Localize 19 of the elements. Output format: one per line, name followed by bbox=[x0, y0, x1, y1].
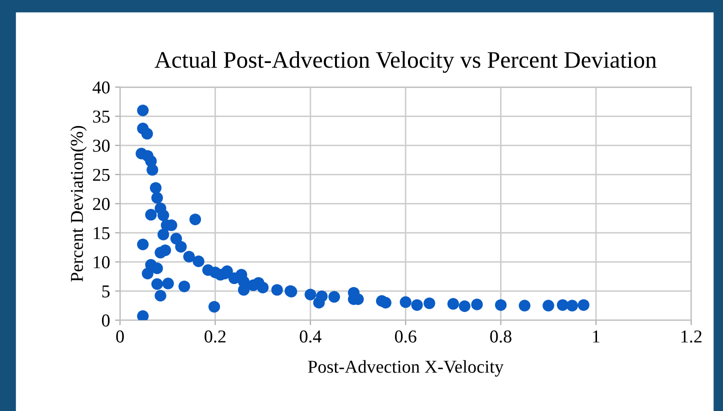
y-tick-label: 10 bbox=[94, 256, 110, 268]
x-tick-label: 1.2 bbox=[681, 330, 702, 343]
x-tick-label: 0.2 bbox=[204, 330, 226, 343]
y-tick-label: 35 bbox=[93, 110, 110, 123]
x-axis-title: Post-Advection X-Velocity bbox=[308, 360, 504, 377]
y-tick-label: 5 bbox=[102, 285, 110, 298]
x-tick-label: 1 bbox=[593, 330, 600, 342]
y-tick-label: 15 bbox=[94, 227, 110, 240]
y-axis-title: Percent Deviation(%) bbox=[70, 126, 87, 282]
y-tick-label: 25 bbox=[93, 168, 110, 181]
y-tick-label: 0 bbox=[102, 314, 110, 327]
x-tick-label: 0 bbox=[116, 330, 124, 343]
y-tick-label: 40 bbox=[92, 81, 110, 94]
y-tick-label: 20 bbox=[93, 198, 110, 210]
chart-title: Actual Post-Advection Velocity vs Percent Deviation bbox=[154, 51, 656, 73]
x-tick-label: 0.6 bbox=[395, 330, 416, 343]
x-tick-label: 0.4 bbox=[300, 330, 322, 343]
y-tick-label: 30 bbox=[93, 140, 110, 152]
x-tick-label: 0.8 bbox=[490, 330, 512, 343]
